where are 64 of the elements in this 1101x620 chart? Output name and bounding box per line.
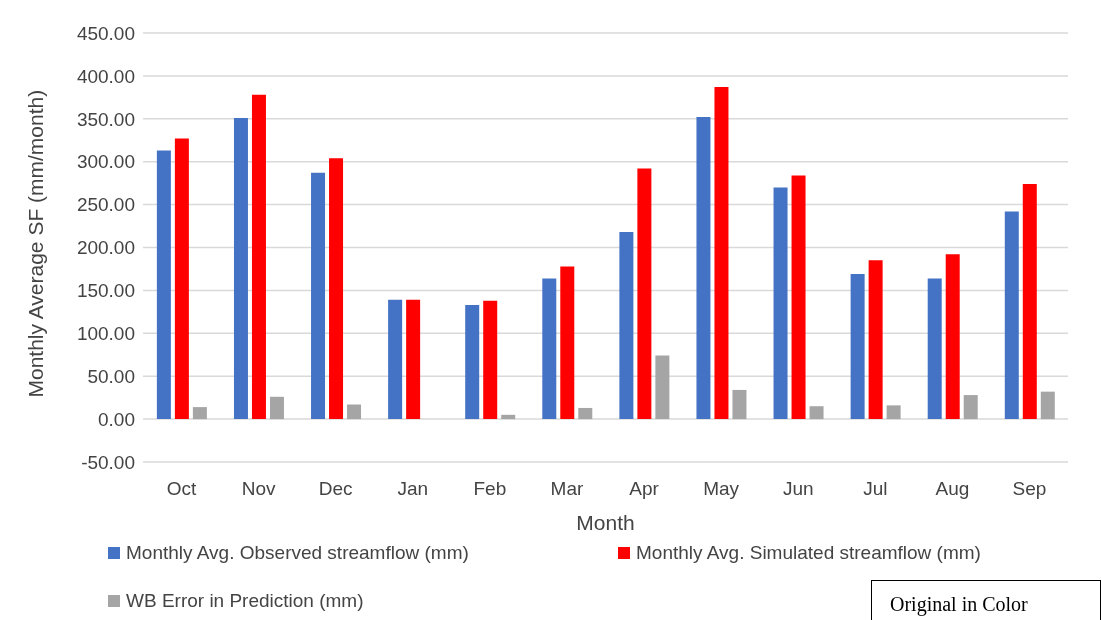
legend-label: WB Error in Prediction (mm) (126, 590, 364, 612)
x-tick-label: Apr (629, 478, 660, 500)
x-tick-label: Oct (166, 478, 198, 500)
x-tick-label: Mar (550, 478, 584, 500)
bar (192, 407, 207, 420)
y-tick-label: -50.00 (81, 451, 135, 473)
bar (850, 274, 865, 420)
bar (233, 117, 248, 420)
x-tick-label: Aug (935, 478, 970, 500)
bar (1022, 184, 1037, 420)
y-tick-label: 100.00 (76, 323, 135, 345)
bar (868, 260, 883, 420)
text: Original in Color (871, 580, 1101, 620)
bar (886, 405, 901, 420)
legend-label: Monthly Avg. Observed streamflow (mm) (126, 542, 469, 564)
bar (945, 254, 960, 420)
y-tick-label: 350.00 (76, 108, 135, 130)
bar (542, 278, 557, 420)
bar (927, 278, 942, 420)
x-tick-label: Dec (318, 478, 353, 500)
x-axis-title: Month (576, 511, 635, 534)
bar (311, 172, 326, 420)
bar (269, 396, 284, 420)
bar (174, 138, 189, 420)
bar (714, 87, 729, 420)
bar (483, 300, 498, 420)
x-tick-label: Jul (863, 478, 888, 500)
legend-label: Monthly Avg. Simulated streamflow (mm) (636, 542, 981, 564)
x-tick-label: Jun (782, 478, 814, 500)
bar (406, 299, 421, 420)
bar (465, 304, 480, 420)
bar (560, 266, 575, 420)
y-tick-label: 400.00 (76, 65, 135, 87)
y-tick-label: 200.00 (76, 237, 135, 259)
y-tick-label: 300.00 (76, 151, 135, 173)
bar (347, 404, 362, 420)
bar (501, 414, 516, 420)
bar (696, 117, 711, 420)
bar (1040, 391, 1055, 420)
bar (1004, 211, 1019, 420)
x-tick-label: May (703, 478, 740, 500)
bar (791, 175, 806, 420)
x-tick-label: Feb (473, 478, 507, 500)
bar (637, 168, 652, 420)
y-tick-label: 250.00 (76, 194, 135, 216)
y-tick-label: 450.00 (76, 22, 135, 44)
y-tick-label: 0.00 (98, 408, 135, 430)
bar (329, 158, 344, 420)
bar (388, 299, 403, 420)
x-tick-label: Sep (1012, 478, 1047, 500)
bar (251, 94, 266, 420)
y-axis-title: Monthly Average SF (mm/month) (24, 89, 48, 398)
bar (963, 395, 978, 420)
bar (619, 232, 634, 420)
x-tick-label: Nov (241, 478, 277, 500)
y-tick-label: 150.00 (76, 280, 135, 302)
bar (732, 389, 747, 420)
bar (809, 406, 824, 420)
x-tick-label: Jan (397, 478, 429, 500)
bar (156, 150, 171, 420)
bar (655, 355, 670, 420)
y-tick-label: 50.00 (87, 365, 135, 387)
bar (578, 407, 593, 420)
bar (773, 187, 788, 420)
